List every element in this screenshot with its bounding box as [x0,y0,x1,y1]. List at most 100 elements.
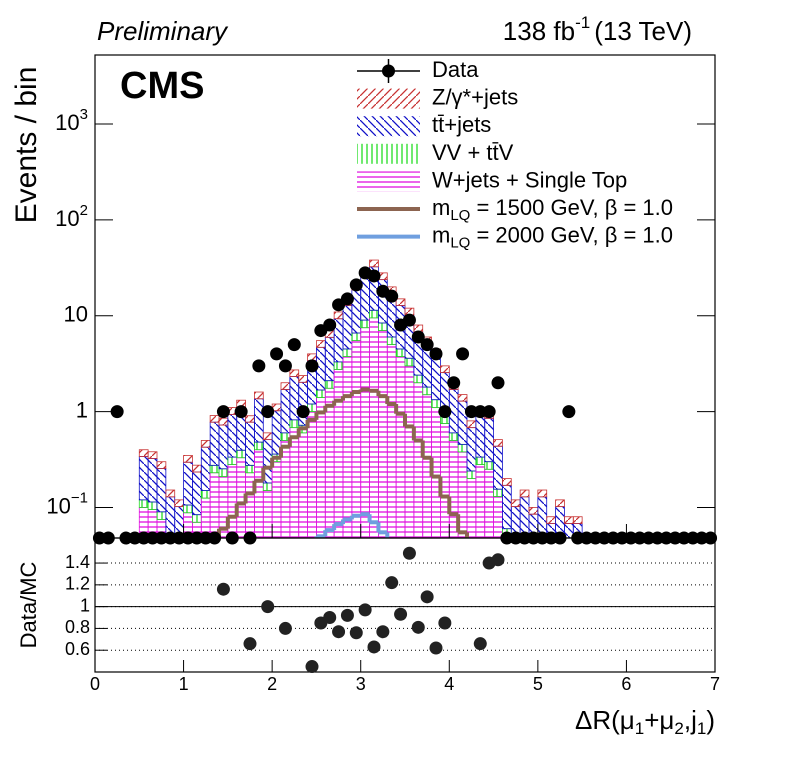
stack-bar [466,470,477,479]
data-point [208,531,222,545]
stack-bar [351,332,362,342]
stack-bar [262,432,273,441]
data-point [553,531,567,545]
ratio-tick-label: 1.4 [65,552,90,572]
ratio-point [323,611,337,625]
stack-bar [404,365,415,538]
stack-bar [493,445,503,490]
legend-swatch [357,88,420,109]
legend-swatch [357,171,420,192]
stack-bar [333,311,344,320]
legend-label: tt̄+jets [432,112,491,137]
lumi: 138 fb-1 (13 TeV) [503,13,692,45]
y-tick-exp: 2 [80,202,88,219]
x-label-part: ΔR(μ [575,705,635,735]
stack-bar [502,478,512,486]
stack-bar [342,305,353,350]
x-axis-label: ΔR(μ1+μ2,j1) [575,705,715,739]
legend-label: mLQ = 1500 GeV, β = 1.0 [432,195,673,224]
stack-bar [484,468,494,538]
stack-bar [493,488,503,497]
x-tick-label: 2 [267,674,277,694]
data-point [278,359,292,373]
data-point [101,531,115,545]
stack-bar [466,478,477,538]
stack-bar [360,327,370,538]
data-point [225,531,239,545]
stack-bar [342,348,353,357]
stack-bar [254,398,264,443]
stack-bar [572,516,583,524]
stack-bar [413,374,424,384]
stack-bar [165,489,176,498]
stack-bar [546,516,556,524]
legend-sub: LQ [450,207,470,224]
stack-bar [404,357,415,367]
stack-bar [298,381,308,426]
stack-bar [254,449,264,538]
stack-bar [386,344,397,538]
y-tick-label: 10 [64,302,88,327]
ratio-point [402,546,416,560]
ratio-point [332,625,346,639]
stack-bar [174,499,184,508]
data-point [296,405,310,419]
lumi-value: 138 fb [503,16,575,46]
legend-name: Data [432,57,479,82]
stack-bar [316,340,326,348]
data-point [305,359,319,373]
stack-bar [209,464,220,474]
stack-bar [457,443,468,453]
legend-name: Z/γ*+jets [432,84,518,109]
stack-bar [147,501,158,510]
data-point [243,531,257,545]
y-tick-label: 10−1 [46,489,88,518]
stack-bar [422,386,432,396]
stack-bar [555,499,565,508]
stack-bar [156,511,167,520]
stack-bar [280,382,291,390]
x-label-sub: 2 [674,719,683,738]
experiment: CMS [120,65,204,107]
stack-bar [475,413,486,458]
stack-bar [209,472,220,538]
data-point [385,289,399,303]
stack-bar [298,432,308,538]
stack-bar [280,389,291,434]
stack-bar [378,322,388,331]
ratio-point [385,576,399,590]
x-label-part: +μ [644,705,674,735]
ratio-point [358,603,372,617]
data-point [234,405,248,419]
ratio-tick-label: 0.8 [65,617,90,637]
data-point [110,405,124,419]
stack-bar [466,427,477,472]
stack-bar [333,369,344,538]
legend-label: mLQ = 2000 GeV, β = 1.0 [432,222,673,251]
stack-bar [395,356,406,538]
plot-area [138,259,583,538]
stack-bar [369,317,379,538]
stack-bar [218,424,229,470]
stack-bar [245,421,255,466]
ratio-point [376,625,390,639]
legend-name: m [432,222,450,247]
legend-rest: = 2000 GeV, β = 1.0 [470,222,673,247]
data-point [261,405,275,419]
stack-bar [209,421,220,466]
stack-bar [307,411,317,538]
stack-bar [351,340,362,538]
legend-name: VV + tt̄V [432,140,514,165]
stack-bar [138,499,149,508]
stack-bar [298,375,308,383]
data-point [482,405,496,419]
stack-bar [440,365,450,374]
stack-bar [395,298,406,306]
stack-bar [183,504,193,514]
y-tick-base: 10 [46,493,70,518]
data-point [349,278,363,292]
stack-bar [192,471,202,516]
ratio-point [438,616,452,630]
stack-bar [245,415,255,423]
